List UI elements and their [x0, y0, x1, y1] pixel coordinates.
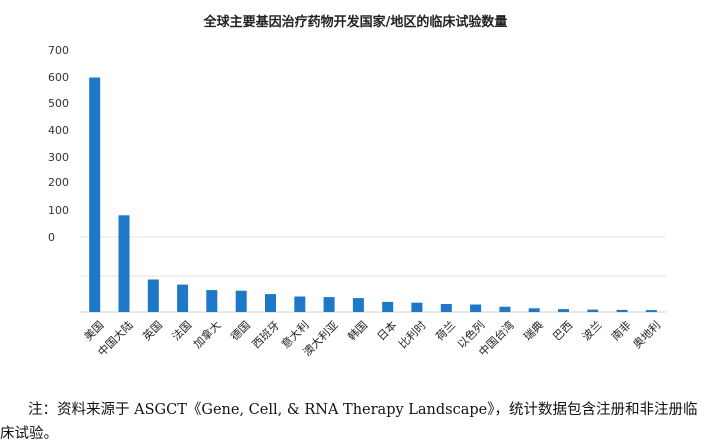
bar [265, 294, 276, 312]
bar [323, 297, 335, 312]
x-tick-label: 韩国 [345, 318, 370, 343]
x-tick-label: 巴西 [550, 319, 575, 344]
bar [528, 308, 540, 312]
bar [235, 290, 247, 312]
chart-title: 全球主要基因治疗药物开发国家/地区的临床试验数量 [203, 15, 508, 30]
x-tick-label: 德国 [227, 318, 252, 343]
x-tick-label: 加拿大 [190, 318, 223, 351]
x-tick-label: 瑞典 [520, 318, 545, 343]
y-tick-label: 100 [48, 204, 69, 217]
x-tick-label: 南非 [609, 319, 634, 344]
bar [177, 284, 189, 312]
x-tick-label: 日本 [374, 318, 399, 343]
source-note: 注：资料来源于 ASGCT《Gene, Cell, & RNA Therapy … [0, 402, 698, 442]
x-tick-label: 奥地利 [630, 318, 663, 351]
y-tick-label: 200 [48, 176, 69, 189]
x-tick-label: 英国 [140, 318, 165, 343]
y-tick-label: 400 [48, 124, 69, 137]
bar [382, 301, 394, 312]
y-tick-label: 600 [48, 71, 69, 84]
x-tick-label: 美国 [82, 319, 107, 344]
y-tick-label: 700 [48, 44, 69, 57]
bar [616, 309, 628, 312]
bar [499, 306, 511, 312]
x-tick-label: 比利时 [396, 319, 429, 352]
y-tick-label: 300 [48, 151, 69, 164]
x-tick-label: 波兰 [580, 319, 605, 344]
x-tick-label: 西班牙 [250, 319, 283, 352]
chart-area: 全球主要基因治疗药物开发国家/地区的临床试验数量 700 600 500 400 300… [48, 15, 666, 359]
bar [440, 304, 452, 312]
y-tick-label: 500 [48, 97, 69, 110]
x-tick-label: 法国 [169, 318, 194, 343]
bar [352, 298, 364, 312]
bar [558, 309, 569, 312]
x-tick-label: 荷兰 [433, 319, 458, 344]
bar [645, 310, 657, 312]
bar [206, 290, 218, 312]
bar [89, 77, 101, 312]
bar [470, 304, 482, 312]
y-tick-label: 0 [48, 231, 55, 244]
bar [147, 279, 159, 312]
bar [411, 302, 423, 312]
bar [294, 296, 306, 312]
bar [118, 215, 130, 312]
bar [587, 309, 599, 312]
